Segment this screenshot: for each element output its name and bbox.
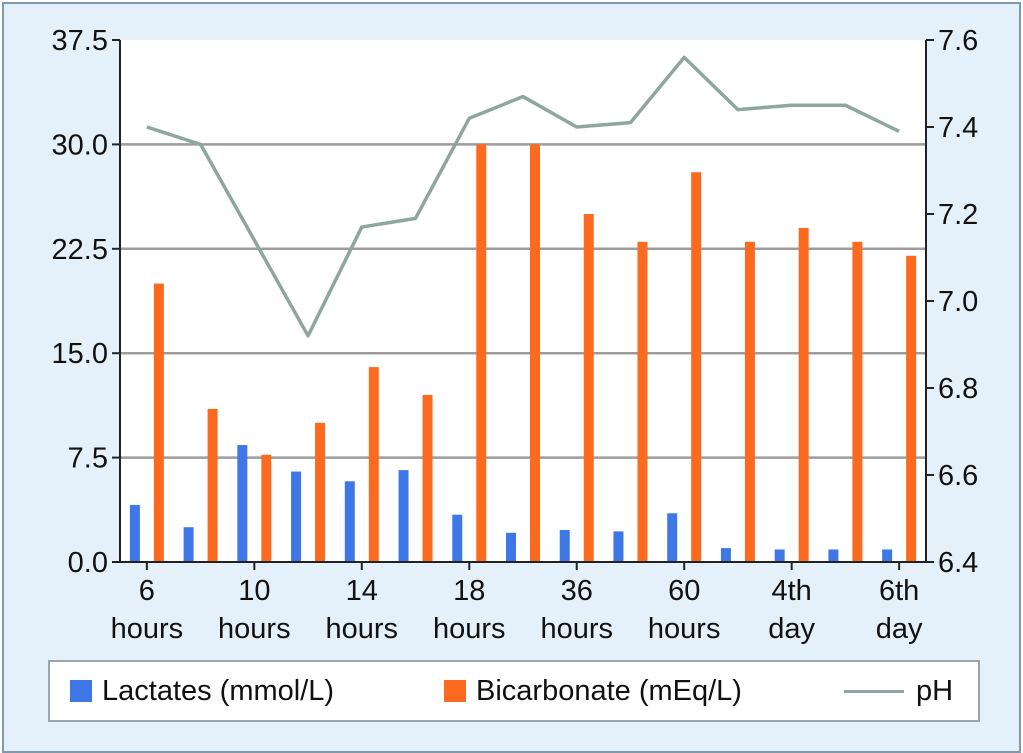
- bar-bicarbonate: [153, 283, 164, 562]
- bar-bicarbonate: [368, 367, 379, 562]
- bar-bicarbonate: [207, 408, 218, 562]
- bar-bicarbonate: [744, 241, 755, 562]
- bar-bicarbonate: [637, 241, 648, 562]
- left-tick-label: 7.5: [68, 443, 108, 475]
- chart: 0.0 7.5 15.0 22.5 30.0 37.5 6.4 6.6 6.8 7.0 7.2 7.4…: [52, 25, 979, 645]
- bar-bicarbonate: [852, 241, 863, 562]
- x-tick-label: 6 hours: [111, 575, 184, 645]
- legend-label-lactates: Lactates (mmol/L): [102, 674, 335, 707]
- tick-labels: 0.0 7.5 15.0 22.5 30.0 37.5 6.4 6.6 6.8 7.0 7.2 7.4…: [52, 25, 979, 645]
- x-tick-label: 14 hours: [326, 575, 399, 645]
- bar-lactates: [183, 527, 194, 562]
- ph-series-line: [146, 55, 900, 338]
- bar-lactates: [882, 549, 893, 562]
- right-tick-label: 7.2: [938, 199, 978, 231]
- right-tick-label: 7.4: [938, 112, 978, 144]
- bar-lactates: [559, 529, 570, 562]
- x-tick-label: 10 hours: [218, 575, 291, 645]
- left-tick-label: 30.0: [52, 129, 108, 161]
- x-tick-label: 6th day: [876, 575, 923, 645]
- bar-bicarbonate: [691, 172, 702, 563]
- bar-lactates: [129, 504, 140, 562]
- bar-bicarbonate: [583, 214, 594, 562]
- bar-lactates: [667, 513, 678, 562]
- legend-label-ph: pH: [916, 674, 954, 707]
- legend: Lactates (mmol/L) Bicarbonate (mEq/L) pH: [48, 660, 980, 722]
- left-tick-label: 37.5: [52, 25, 108, 57]
- bar-lactates: [774, 549, 785, 562]
- bar-lactates: [344, 481, 355, 562]
- x-tick-label: 4th day: [768, 575, 815, 645]
- bar-lactates: [237, 445, 248, 562]
- legend-item-lactates: Lactates (mmol/L): [70, 662, 334, 720]
- bar-bicarbonate: [261, 454, 272, 562]
- bar-lactates: [398, 470, 409, 562]
- bar-bicarbonate: [798, 227, 809, 563]
- bar-lactates: [452, 514, 463, 562]
- bar-bicarbonate: [422, 394, 433, 562]
- bar-bicarbonate: [906, 255, 917, 562]
- x-tick-label: 18 hours: [433, 575, 506, 645]
- right-tick-label: 6.6: [938, 460, 978, 492]
- axes: [112, 39, 934, 570]
- plot-area: [120, 40, 926, 562]
- right-tick-label: 7.0: [938, 286, 978, 318]
- bars: [129, 144, 917, 563]
- ph-line: [146, 55, 900, 338]
- legend-item-ph: pH: [844, 662, 953, 720]
- bar-lactates: [613, 531, 624, 562]
- bar-bicarbonate: [530, 144, 540, 562]
- left-tick-label: 22.5: [52, 234, 108, 266]
- x-tick-label: 60 hours: [648, 575, 721, 645]
- bar-lactates: [291, 471, 302, 562]
- right-tick-label: 6.8: [938, 373, 978, 405]
- legend-line-ph: [844, 689, 904, 693]
- bar-lactates: [720, 548, 731, 562]
- left-tick-label: 15.0: [52, 338, 108, 370]
- left-tick-label: 0.0: [68, 547, 108, 579]
- bar-bicarbonate: [315, 422, 326, 562]
- legend-swatch-bicarbonate: [444, 680, 466, 702]
- grid-lines: [120, 143, 926, 459]
- bar-lactates: [828, 549, 839, 562]
- x-tick-label: 36 hours: [540, 575, 613, 645]
- bar-lactates: [506, 532, 516, 562]
- bar-bicarbonate: [476, 144, 487, 562]
- right-tick-label: 6.4: [938, 547, 978, 579]
- legend-label-bicarbonate: Bicarbonate (mEq/L): [476, 674, 742, 707]
- right-tick-label: 7.6: [938, 25, 978, 57]
- legend-swatch-lactates: [70, 680, 92, 702]
- legend-item-bicarbonate: Bicarbonate (mEq/L): [444, 662, 742, 720]
